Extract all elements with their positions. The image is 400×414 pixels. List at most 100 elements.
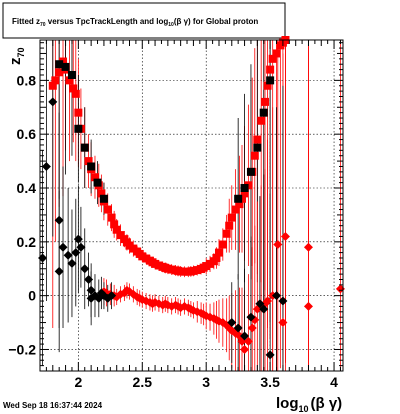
axis-ticks: 2 2.5 3 3.5 4 −0.2 0 0.2 0.4 0.6 0.8 [8,40,343,390]
data-point-diamond [63,250,73,260]
data-point-square [218,240,227,249]
data-point-diamond [278,318,288,328]
data-point-diamond [67,258,77,268]
data-point-diamond [278,296,288,306]
data-point-diamond [263,296,273,306]
data-point-square [97,189,106,198]
data-point-diamond [233,323,243,333]
y-tick-label: −0.2 [8,341,36,357]
data-point-square [222,229,231,238]
data-point-diamond [73,234,83,244]
data-point-diamond [273,240,283,250]
data-point-square [235,200,244,209]
data-point-diamond [227,318,237,328]
x-axis-title: log10 (β γ) [276,395,342,414]
data-point-diamond [240,344,250,354]
data-point-square [99,194,108,203]
data-point-square [272,49,281,58]
data-points [38,36,345,371]
data-point-square [240,189,249,198]
data-point-square [266,65,275,74]
data-point-square [107,213,116,222]
data-point-diamond [86,285,96,295]
data-point-diamond [54,215,64,225]
data-point-square [231,205,240,214]
data-point-diamond [303,242,313,252]
data-point-square [112,225,121,234]
data-point-diamond [71,248,81,258]
x-tick-label: 2 [74,374,82,390]
data-point-diamond [303,301,313,311]
data-point-diamond [259,304,269,314]
data-point-diamond [240,331,250,341]
data-point-diamond [243,336,253,346]
x-tick-label: 3 [202,374,210,390]
data-point-square [257,116,266,125]
data-point-diamond [280,231,290,241]
data-point-square [110,220,119,229]
data-point-diamond [86,293,96,303]
plot-area-border [39,39,344,372]
data-point-square [80,143,89,152]
data-point-square [87,162,96,171]
y-tick-label: 0.6 [17,126,37,142]
data-point-diamond [58,242,68,252]
data-point-diamond [246,312,256,322]
data-point-square [225,221,234,230]
data-point-square [246,167,255,176]
data-point-square [103,205,112,214]
x-tick-label: 2.5 [133,374,153,390]
data-point-diamond [265,350,275,360]
data-point-diamond [272,291,282,301]
data-point-diamond [80,264,90,274]
data-point-square [263,81,272,90]
data-point-square [84,157,93,166]
chart-title: Fitted z70 versus TpcTrackLength and log… [12,17,258,28]
data-point-square [67,70,76,79]
y-tick-label: 0.4 [17,180,37,196]
data-point-square [116,231,125,240]
data-point-square [55,68,64,77]
data-point-square [250,151,259,160]
x-tick-label: 3.5 [260,374,280,390]
data-point-square [71,89,80,98]
data-point-square [212,253,221,262]
y-tick-label: 0 [28,288,36,304]
grid-lines [40,40,343,371]
data-point-square [51,76,60,85]
data-point-square [266,76,275,85]
y-tick-label: 0.8 [17,72,37,88]
y-tick-label: 0.2 [17,234,37,250]
data-point-square [240,184,249,193]
data-point-square [69,84,78,93]
data-point-square [253,143,262,152]
data-point-square [55,60,64,69]
data-point-square [268,54,277,63]
x-tick-label: 4 [330,374,338,390]
data-point-square [253,135,262,144]
data-point-diamond [76,242,86,252]
data-point-diamond [335,284,345,294]
data-point-square [65,76,74,85]
data-point-square [61,62,70,71]
timestamp: Wed Sep 18 16:37:44 2024 [3,401,103,410]
data-point-diamond [255,299,265,309]
title-box: Fitted z70 versus TpcTrackLength and log… [2,2,286,39]
data-point-diamond [84,275,94,285]
data-point-square [93,178,102,187]
data-point-square [214,248,223,257]
data-point-square [74,108,83,117]
data-point-square [90,173,99,182]
data-point-square [234,194,243,203]
data-point-diamond [54,266,64,276]
data-point-diamond [48,97,58,107]
plot-frame [39,39,344,372]
data-point-diamond [247,323,257,333]
data-point-square [74,124,83,133]
data-point-diamond [41,161,51,171]
y-axis-title: z70 [7,47,26,65]
data-point-square [259,108,268,117]
data-point-diamond [107,291,117,301]
data-point-square [48,81,57,90]
